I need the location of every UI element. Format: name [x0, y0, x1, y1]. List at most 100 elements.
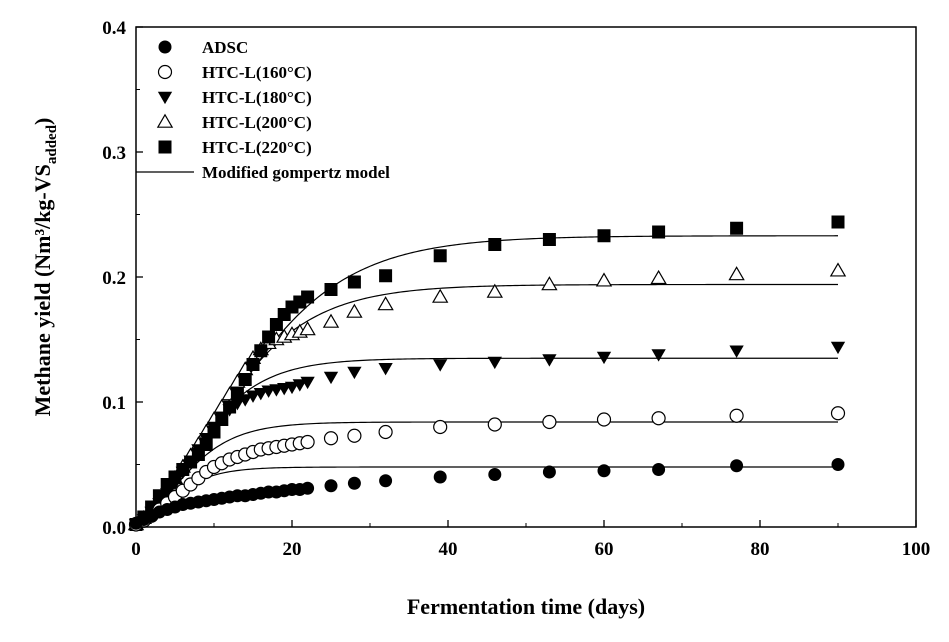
data-point-series-5	[652, 225, 666, 239]
data-point-series-3	[487, 356, 502, 370]
x-axis-title: Fermentation time (days)	[407, 594, 645, 619]
data-point-series-3	[378, 363, 393, 376]
data-point-series-2	[323, 431, 339, 446]
data-point-series-4	[541, 276, 558, 291]
data-point-series-3	[175, 466, 190, 480]
x-tick-label: 0	[131, 539, 141, 560]
data-point-series-2	[830, 406, 846, 421]
x-tick-label: 60	[595, 539, 614, 560]
y-tick-label: 0.2	[102, 268, 126, 289]
data-point-series-5	[269, 318, 283, 331]
data-point-series-1	[652, 463, 666, 476]
data-point-series-4	[595, 272, 613, 287]
data-point-series-5	[254, 344, 268, 358]
legend-label: ADSC	[202, 38, 248, 57]
legend-marker	[157, 91, 173, 105]
x-tick-label: 20	[283, 539, 302, 560]
data-point-series-3	[347, 366, 362, 380]
model-curve-1	[135, 466, 838, 524]
data-point-series-1	[730, 459, 744, 473]
legend-marker	[156, 113, 174, 128]
data-point-series-1	[301, 481, 315, 495]
data-point-series-3	[729, 345, 744, 358]
legend-label: HTC-L(220°C)	[202, 138, 312, 157]
y-axis-title-close: )	[30, 118, 55, 125]
data-point-series-3	[253, 388, 268, 401]
data-point-series-5	[246, 358, 260, 371]
data-point-series-1	[597, 464, 611, 478]
legend-label: HTC-L(160°C)	[202, 63, 312, 82]
data-point-series-2	[487, 417, 502, 432]
model-curve-2	[135, 421, 838, 523]
x-tick-label: 100	[902, 539, 931, 560]
legend-marker	[158, 40, 172, 54]
data-point-series-3	[160, 488, 175, 501]
data-point-series-3	[300, 376, 315, 390]
data-point-series-3	[214, 411, 229, 425]
data-point-series-3	[245, 390, 261, 403]
legend-label: HTC-L(180°C)	[202, 88, 312, 107]
data-point-series-4	[486, 283, 503, 298]
data-point-series-4	[432, 288, 449, 303]
data-point-series-5	[488, 238, 502, 251]
data-point-series-2	[378, 424, 393, 440]
data-point-series-5	[597, 229, 611, 243]
data-point-series-3	[292, 379, 307, 392]
x-axis: 0 20 40 60 80 100	[131, 520, 930, 560]
data-point-series-4	[322, 313, 340, 328]
data-point-series-3	[167, 478, 183, 491]
data-point-series-3	[183, 455, 198, 468]
data-point-series-2	[651, 411, 666, 426]
legend-marker	[157, 64, 173, 80]
data-point-series-3	[238, 394, 253, 407]
data-point-series-5	[324, 283, 338, 296]
data-point-series-1	[324, 479, 338, 493]
data-point-series-4	[377, 296, 394, 311]
data-point-series-3	[191, 444, 206, 457]
data-point-series-3	[596, 351, 612, 365]
data-point-series-3	[651, 349, 666, 362]
data-point-series-3	[199, 433, 214, 446]
y-tick-label: 0.1	[102, 393, 126, 414]
data-point-series-5	[542, 233, 556, 246]
y-axis-title-main: Methane yield (Nm³/kg-VS	[30, 164, 55, 416]
data-point-series-1	[379, 474, 393, 488]
data-point-series-4	[346, 303, 363, 318]
data-point-series-1	[433, 470, 447, 484]
y-axis: 0.0 0.1 0.2 0.3 0.4	[102, 18, 143, 539]
legend: ADSC HTC-L(160°C) HTC-L(180°C) HTC-L(200°C)…	[136, 38, 390, 182]
data-point-series-3	[284, 381, 300, 395]
x-tick-label: 80	[751, 539, 770, 560]
model-curve-3	[135, 357, 838, 522]
data-point-series-2	[433, 419, 448, 435]
data-point-series-5	[347, 275, 361, 289]
data-point-series-2	[542, 414, 557, 430]
data-point-series-4	[650, 269, 667, 285]
data-markers	[127, 215, 847, 532]
data-point-series-3	[323, 371, 339, 385]
data-point-series-5	[301, 290, 315, 304]
y-tick-label: 0.4	[102, 18, 126, 39]
data-point-series-3	[830, 341, 846, 355]
x-tick-label: 40	[439, 539, 458, 560]
data-point-series-5	[262, 330, 276, 344]
data-point-series-2	[729, 408, 744, 423]
data-point-series-2	[596, 412, 612, 427]
legend-label: HTC-L(200°C)	[202, 113, 312, 132]
y-axis-title: Methane yield (Nm³/kg-VSadded)	[30, 118, 60, 417]
data-point-series-2	[347, 428, 362, 443]
data-point-series-5	[831, 215, 845, 229]
data-point-series-4	[299, 321, 316, 336]
data-point-series-3	[206, 421, 222, 435]
data-point-series-4	[829, 262, 847, 277]
data-point-series-1	[488, 468, 502, 481]
data-point-series-1	[542, 465, 556, 479]
data-point-series-3	[433, 359, 448, 372]
data-point-series-3	[542, 354, 557, 367]
data-point-series-3	[230, 398, 245, 411]
data-point-series-2	[300, 434, 315, 450]
data-point-series-5	[238, 373, 252, 386]
data-point-series-5	[730, 221, 744, 235]
data-point-series-5	[379, 269, 393, 283]
